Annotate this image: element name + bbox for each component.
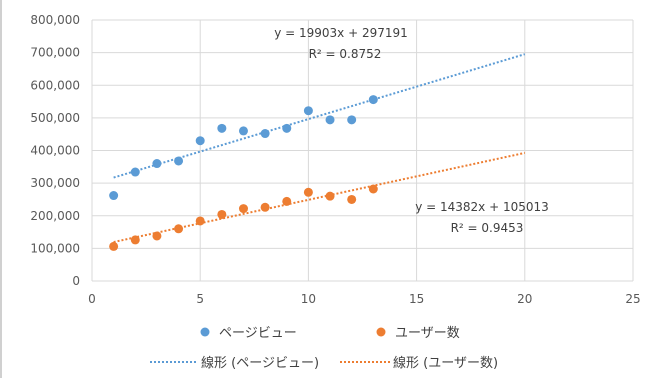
y-tick-label: 100,000 — [30, 241, 80, 255]
x-tick-label: 0 — [88, 292, 96, 306]
user-point — [130, 235, 140, 245]
user-point — [152, 231, 162, 241]
pageview-point — [130, 167, 140, 177]
legend-users-label: ユーザー数 — [395, 326, 460, 341]
x-tick-label: 5 — [196, 292, 204, 306]
y-tick-label: 500,000 — [30, 111, 80, 125]
user-point — [368, 184, 378, 194]
user-point — [325, 191, 335, 201]
pageview-point — [260, 129, 270, 139]
pageview-point — [174, 156, 184, 166]
trendlines — [113, 53, 526, 244]
user-trend-equation: y = 14382x + 105013 — [415, 200, 549, 214]
x-tick-label: 10 — [301, 292, 316, 306]
legend-pageview-label: ページビュー — [219, 326, 297, 341]
data-points — [109, 95, 378, 251]
legend-pageview-trend-label: 線形 (ページビュー) — [201, 355, 319, 371]
user-point — [303, 187, 313, 197]
user-point — [282, 196, 292, 206]
pageview-trend-r2: R² = 0.8752 — [309, 47, 382, 61]
legend-users-marker — [376, 327, 386, 337]
pageview-point — [303, 106, 313, 116]
user-point — [109, 241, 119, 251]
y-tick-label: 200,000 — [30, 209, 80, 223]
user-trend-r2: R² = 0.9453 — [451, 221, 524, 235]
x-tick-label: 20 — [517, 292, 532, 306]
legend-users-trend-label: 線形 (ユーザー数) — [393, 355, 498, 371]
user-point — [195, 216, 205, 226]
left-edge-border — [0, 0, 2, 378]
pageview-trendline — [113, 53, 526, 179]
pageview-point — [195, 136, 205, 146]
pageview-trend-equation: y = 19903x + 297191 — [274, 26, 408, 40]
x-axis-tick-labels: 0 5 10 15 20 25 — [88, 292, 640, 306]
x-tick-label: 15 — [409, 292, 424, 306]
legend: ページビュー ユーザー数 線形 (ページビュー) 線形 (ユーザー数) — [150, 326, 498, 371]
legend-pageview-marker — [200, 327, 210, 337]
x-tick-label: 25 — [625, 292, 640, 306]
gridlines — [91, 19, 634, 282]
y-tick-label: 800,000 — [30, 13, 80, 27]
user-point — [217, 209, 227, 219]
user-point — [347, 194, 357, 204]
y-tick-label: 700,000 — [30, 46, 80, 60]
user-point — [174, 224, 184, 234]
pageview-point — [109, 191, 119, 201]
pageview-point — [217, 123, 227, 133]
pageview-point — [325, 115, 335, 125]
pageview-point — [368, 95, 378, 105]
y-tick-label: 600,000 — [30, 78, 80, 92]
y-tick-label: 0 — [72, 274, 80, 288]
pageview-point — [347, 115, 357, 125]
pageview-point — [152, 159, 162, 169]
y-tick-label: 300,000 — [30, 176, 80, 190]
user-point — [238, 204, 248, 214]
y-axis-tick-labels: 0 100,000 200,000 300,000 400,000 500,000 600,… — [30, 13, 80, 288]
pageview-point — [282, 123, 292, 133]
pageview-point — [238, 126, 248, 136]
y-tick-label: 400,000 — [30, 144, 80, 158]
user-point — [260, 202, 270, 212]
